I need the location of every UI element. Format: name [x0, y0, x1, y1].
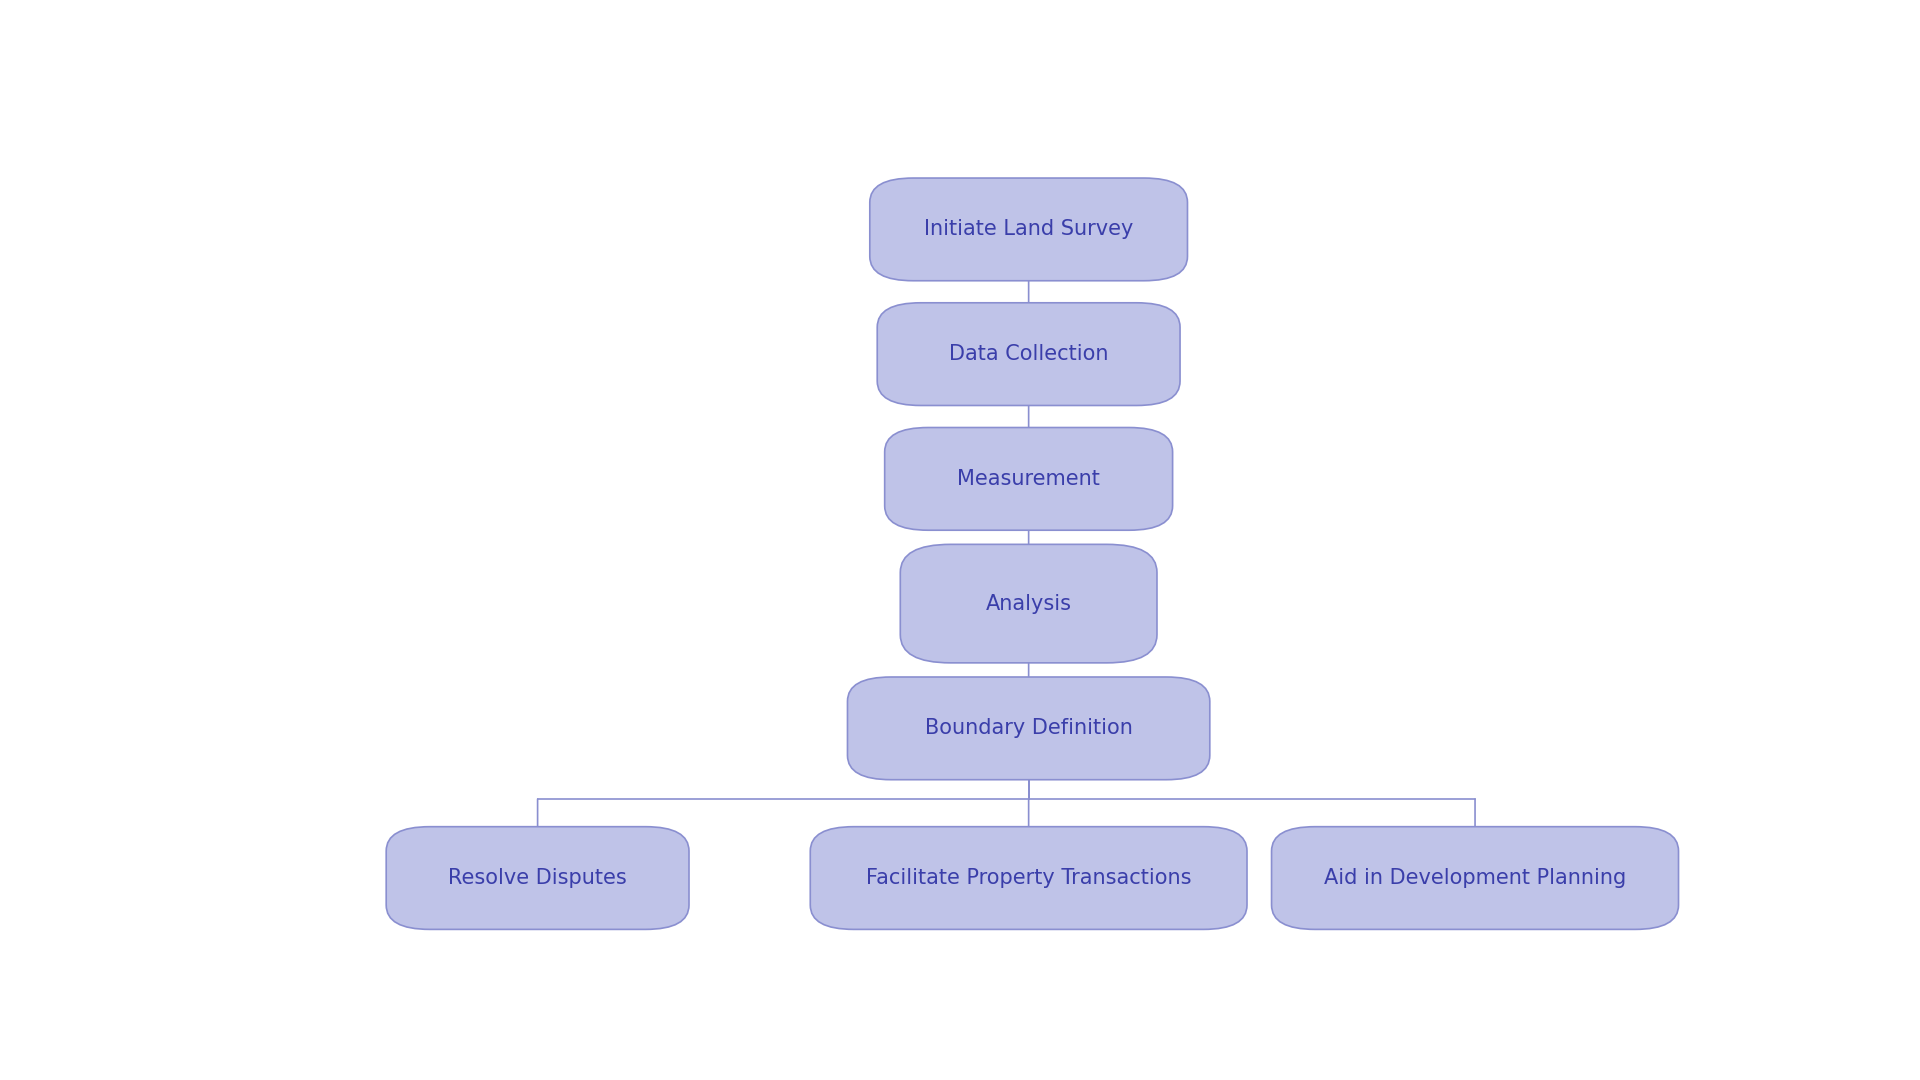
FancyBboxPatch shape	[877, 302, 1181, 405]
Text: Initiate Land Survey: Initiate Land Survey	[924, 219, 1133, 240]
Text: Resolve Disputes: Resolve Disputes	[447, 868, 628, 888]
Text: Boundary Definition: Boundary Definition	[925, 718, 1133, 739]
FancyBboxPatch shape	[810, 826, 1246, 930]
Text: Measurement: Measurement	[958, 469, 1100, 489]
Text: Aid in Development Planning: Aid in Development Planning	[1325, 868, 1626, 888]
FancyBboxPatch shape	[885, 428, 1173, 530]
FancyBboxPatch shape	[870, 178, 1187, 281]
FancyBboxPatch shape	[900, 544, 1158, 663]
FancyBboxPatch shape	[847, 677, 1210, 780]
Text: Facilitate Property Transactions: Facilitate Property Transactions	[866, 868, 1192, 888]
Text: Data Collection: Data Collection	[948, 345, 1108, 364]
FancyBboxPatch shape	[1271, 826, 1678, 930]
Text: Analysis: Analysis	[985, 594, 1071, 613]
FancyBboxPatch shape	[386, 826, 689, 930]
